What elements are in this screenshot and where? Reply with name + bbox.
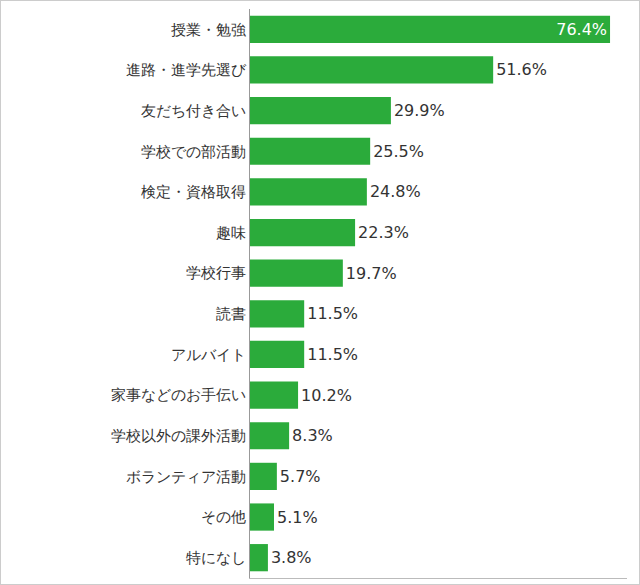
svg-text:学校での部活動: 学校での部活動 bbox=[141, 143, 246, 161]
svg-text:進路・進学先選び: 進路・進学先選び bbox=[126, 61, 247, 79]
svg-text:アルバイト: アルバイト bbox=[171, 346, 246, 364]
svg-text:51.6%: 51.6% bbox=[496, 60, 547, 79]
svg-text:11.5%: 11.5% bbox=[307, 345, 358, 364]
svg-text:5.7%: 5.7% bbox=[280, 467, 321, 486]
svg-text:11.5%: 11.5% bbox=[307, 304, 358, 323]
svg-text:3.8%: 3.8% bbox=[271, 548, 312, 567]
svg-text:22.3%: 22.3% bbox=[358, 223, 409, 242]
svg-text:検定・資格取得: 検定・資格取得 bbox=[141, 183, 246, 201]
svg-text:76.4%: 76.4% bbox=[556, 20, 607, 39]
svg-text:読書: 読書 bbox=[216, 305, 246, 323]
svg-text:学校以外の課外活動: 学校以外の課外活動 bbox=[111, 427, 246, 445]
svg-text:学校行事: 学校行事 bbox=[186, 264, 246, 282]
svg-text:趣味: 趣味 bbox=[216, 224, 246, 242]
svg-text:29.9%: 29.9% bbox=[394, 101, 445, 120]
svg-text:その他: その他 bbox=[201, 508, 246, 526]
svg-text:19.7%: 19.7% bbox=[346, 264, 397, 283]
svg-text:24.8%: 24.8% bbox=[370, 182, 421, 201]
svg-text:8.3%: 8.3% bbox=[292, 426, 333, 445]
svg-text:家事などのお手伝い: 家事などのお手伝い bbox=[111, 386, 246, 404]
svg-text:10.2%: 10.2% bbox=[301, 386, 352, 405]
svg-text:友だち付き合い: 友だち付き合い bbox=[141, 102, 246, 120]
svg-text:25.5%: 25.5% bbox=[373, 142, 424, 161]
svg-text:特になし: 特になし bbox=[186, 549, 246, 567]
svg-text:ボランティア活動: ボランティア活動 bbox=[126, 468, 246, 486]
svg-text:授業・勉強: 授業・勉強 bbox=[171, 21, 246, 39]
svg-text:5.1%: 5.1% bbox=[277, 508, 318, 527]
